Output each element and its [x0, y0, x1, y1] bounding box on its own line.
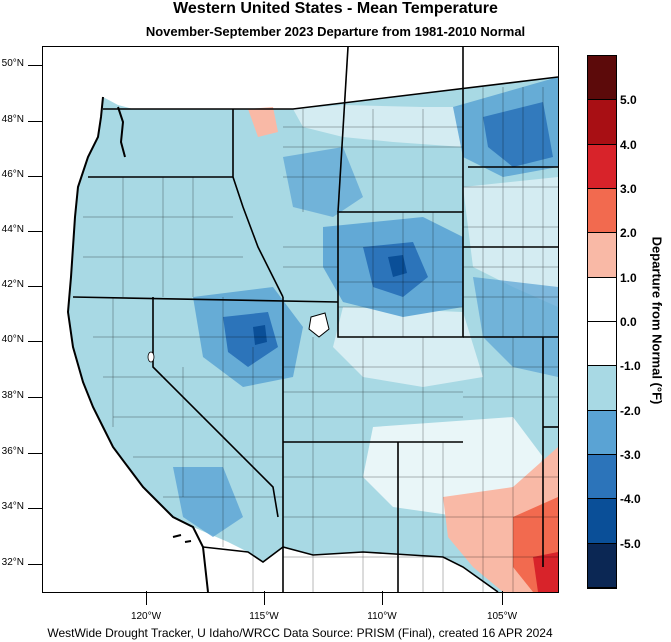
lat-tick [28, 176, 42, 177]
legend-swatch [588, 321, 616, 367]
lon-label-115: 115°W [249, 611, 279, 622]
channel-islands [172, 534, 192, 543]
warm-anomaly-area [533, 552, 558, 592]
lat-label-38: 38°N [1, 390, 24, 401]
lat-label-36: 36°N [1, 446, 24, 457]
legend-label: 1.0 [620, 270, 637, 285]
lon-tick [146, 591, 147, 605]
lat-label-42: 42°N [1, 279, 24, 290]
legend-swatch [588, 188, 616, 234]
temperature-map [42, 46, 559, 593]
lon-tick [382, 591, 383, 605]
lat-label-50: 50°N [1, 58, 24, 69]
lat-label-32: 32°N [1, 557, 24, 568]
mexico-border [202, 546, 499, 592]
lat-label-48: 48°N [1, 114, 24, 125]
lon-label-120: 120°W [130, 611, 162, 622]
lat-tick [28, 65, 42, 66]
near-normal-patch [293, 105, 463, 147]
strong-cold-core [483, 102, 553, 167]
lat-label-46: 46°N [1, 169, 24, 180]
legend-swatch [588, 277, 616, 322]
lat-tick [28, 397, 42, 398]
legend-label: 0.0 [620, 315, 637, 329]
lat-tick [28, 286, 42, 287]
legend-label: 2.0 [620, 226, 637, 241]
map-title: Western United States - Mean Temperature [173, 0, 498, 17]
lat-label-34: 34°N [1, 501, 24, 512]
lat-tick [28, 341, 42, 342]
legend-label: 4.0 [620, 137, 637, 152]
near-normal-patch [463, 177, 558, 307]
coastline [66, 96, 209, 592]
legend-swatch [588, 499, 616, 544]
puget-sound [117, 106, 126, 158]
legend-swatch [588, 233, 616, 278]
lon-tick [502, 591, 503, 605]
lon-label-105: 105°W [486, 611, 518, 622]
legend-label: -5.0 [620, 536, 641, 551]
canada-border [103, 76, 558, 110]
lat-tick [28, 231, 42, 232]
legend-swatch [588, 454, 616, 500]
legend-colorbar [587, 55, 617, 589]
legend-label: -1.0 [620, 359, 641, 374]
legend-swatch [588, 144, 616, 189]
map-subtitle: November-September 2023 Departure from 1… [145, 24, 526, 39]
cold-anomaly-area [173, 467, 243, 537]
lon-label-110: 110°W [367, 611, 397, 622]
lat-tick [28, 508, 42, 509]
legend-label: -3.0 [620, 448, 641, 462]
legend-swatch [588, 410, 616, 455]
lat-label-40: 40°N [1, 334, 24, 345]
lon-tick [264, 591, 265, 605]
cold-anomaly-area [473, 277, 558, 377]
lat-label-44: 44°N [1, 224, 24, 235]
great-salt-lake [308, 312, 330, 338]
legend-title: Departure from Normal (°F) [649, 236, 665, 405]
legend-label: 3.0 [620, 182, 637, 196]
strong-cold-core [253, 325, 267, 345]
map-canvas [43, 47, 558, 592]
legend-swatch [588, 56, 616, 101]
map-footer-credit: WestWide Drought Tracker, U Idaho/WRCC D… [47, 626, 553, 640]
legend-swatch [588, 366, 616, 411]
legend-label: -2.0 [620, 403, 641, 418]
county-borders [83, 87, 558, 592]
legend-swatch [588, 543, 616, 588]
legend-label: 5.0 [620, 93, 637, 108]
legend-label: -4.0 [620, 492, 641, 507]
warm-anomaly-area [248, 107, 278, 137]
legend-swatch [588, 100, 616, 145]
lat-tick [28, 121, 42, 122]
lat-tick [28, 453, 42, 454]
lat-tick [28, 564, 42, 565]
lake-tahoe [147, 351, 155, 363]
strong-cold-core [388, 255, 407, 277]
